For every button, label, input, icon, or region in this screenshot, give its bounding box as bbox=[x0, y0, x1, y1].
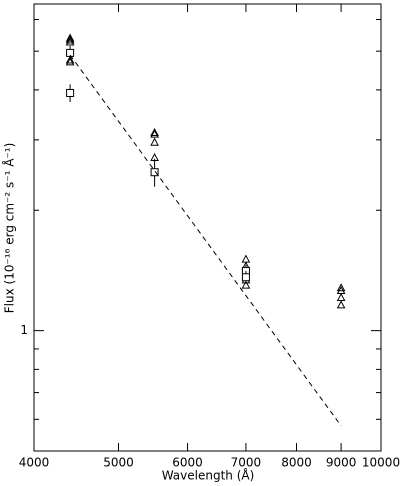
square-marker bbox=[66, 48, 75, 57]
triangle-marker bbox=[241, 254, 251, 263]
square-marker bbox=[150, 168, 159, 177]
triangle-marker bbox=[150, 127, 159, 136]
x-axis-label: Wavelength (Å) bbox=[162, 468, 255, 483]
x-tick-label: 4000 bbox=[19, 456, 50, 470]
triangle-marker bbox=[336, 283, 346, 292]
square-marker bbox=[241, 273, 250, 282]
plot-frame bbox=[33, 3, 382, 452]
triangle-marker bbox=[65, 33, 75, 42]
fit-line bbox=[69, 54, 342, 427]
x-tick-label: 7000 bbox=[231, 456, 262, 470]
x-tick-label: 6000 bbox=[172, 456, 203, 470]
triangle-marker bbox=[65, 57, 75, 66]
square-marker bbox=[66, 88, 75, 97]
triangle-marker bbox=[241, 280, 251, 289]
triangle-marker bbox=[65, 55, 75, 64]
x-tick-label: 5000 bbox=[103, 456, 134, 470]
triangle-marker bbox=[65, 35, 75, 44]
triangle-marker bbox=[150, 137, 159, 146]
x-tick-label: 8000 bbox=[281, 456, 312, 470]
y-axis-label: Flux (10⁻¹⁶ erg cm⁻² s⁻¹ Å⁻¹) bbox=[2, 143, 17, 314]
triangle-marker bbox=[336, 292, 346, 302]
triangle-marker bbox=[150, 129, 159, 138]
triangle-marker bbox=[336, 300, 346, 309]
x-tick-label: 10000 bbox=[362, 456, 400, 470]
triangle-marker bbox=[65, 37, 75, 46]
y-tick-label: 1 bbox=[20, 323, 28, 337]
x-tick-label: 9000 bbox=[326, 456, 357, 470]
